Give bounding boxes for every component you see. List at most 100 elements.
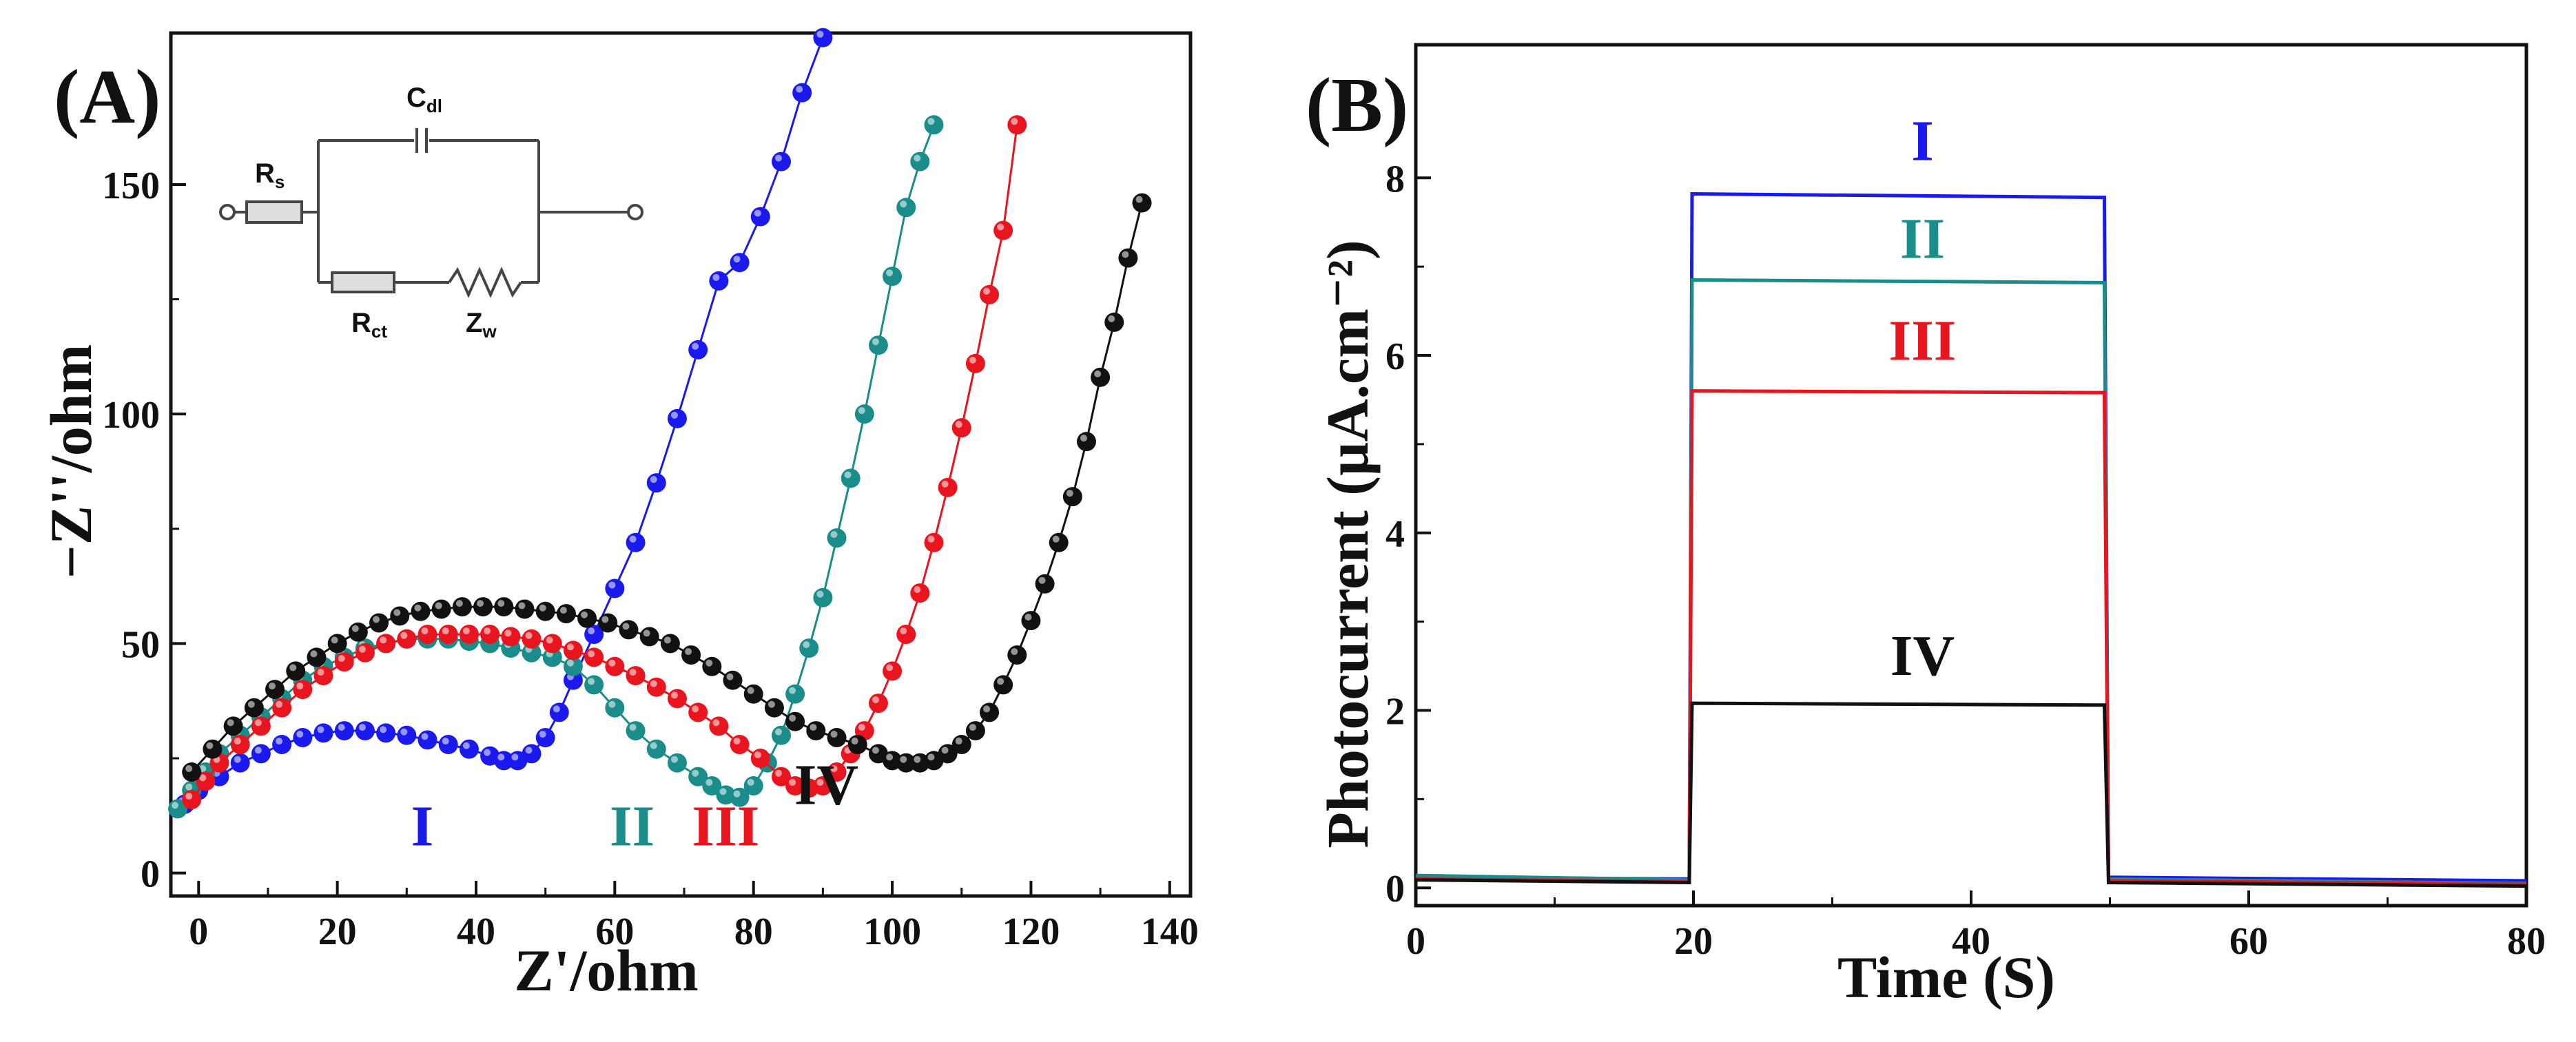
panel-a-data-point-highlight — [997, 223, 1004, 231]
panel-a-data-point-iii — [313, 666, 333, 686]
panel-a-data-point-iv — [1049, 532, 1069, 552]
panel-b-label: (B) — [1306, 63, 1408, 148]
panel-a-data-point-highlight — [629, 535, 637, 543]
panel-a-data-point-highlight — [358, 645, 366, 653]
panel-a-data-point-i — [709, 271, 729, 291]
panel-a-series-label-ii: II — [610, 795, 655, 859]
panel-a-data-point-highlight — [234, 738, 241, 745]
panel-a-data-point-highlight — [692, 769, 699, 777]
circuit-terminal-left — [219, 204, 236, 220]
panel-a-data-point-iv — [327, 634, 347, 654]
panel-a-data-point-iv — [411, 601, 431, 621]
panel-a-data-point-highlight — [421, 733, 429, 740]
panel-a-data-point-highlight — [317, 726, 324, 733]
panel-a-data-point-ii — [626, 721, 646, 741]
panel-a-data-point-iv — [723, 670, 743, 690]
panel-b-y-tick-label: 0 — [1385, 868, 1405, 910]
panel-a-data-point-ii — [667, 753, 687, 773]
panel-b-y-tick-label: 8 — [1385, 158, 1405, 200]
panel-a-data-point-highlight — [421, 627, 429, 635]
panel-a-data-point-iii — [542, 634, 562, 654]
panel-a-data-point-highlight — [747, 779, 754, 786]
panel-a-data-point-highlight — [1011, 118, 1018, 125]
panel-a-data-point-highlight — [511, 753, 519, 761]
panel-a-data-point-highlight — [608, 659, 616, 667]
panel-a-data-point-i — [459, 739, 479, 759]
panel-b-series-line-i — [1415, 191, 2527, 883]
panel-a-x-tick-label: 60 — [595, 910, 634, 953]
panel-a-data-point-highlight — [789, 714, 796, 722]
panel-a-data-point-highlight — [462, 742, 470, 749]
panel-a-data-point-highlight — [254, 747, 262, 754]
panel-a-data-point-highlight — [338, 724, 345, 731]
panel-b-series-label-i: I — [1911, 110, 1934, 174]
panel-a-data-point-highlight — [774, 154, 782, 162]
panel-a-data-point-highlight — [380, 636, 387, 644]
panel-a-data-point-highlight — [608, 581, 616, 589]
panel-a-data-point-highlight — [886, 753, 894, 761]
panel-a-data-point-ii — [896, 198, 916, 218]
panel-a-series-label-i: I — [411, 795, 434, 859]
panel-a-data-point-iv — [598, 613, 618, 633]
panel-a-data-point-ii — [841, 468, 861, 488]
panel-a-data-point-highlight — [719, 788, 727, 795]
panel-a-data-point-i — [688, 340, 708, 360]
panel-a-data-point-iv — [980, 702, 1000, 722]
panel-a-data-point-highlight — [650, 476, 657, 483]
panel-a-data-point-iii — [646, 677, 666, 697]
panel-a-data-point-highlight — [670, 691, 678, 699]
panel-a-y-axis-title: −Z''/ohm — [38, 344, 104, 579]
panel-a-data-point-highlight — [269, 682, 276, 690]
panel-a-data-point-highlight — [331, 636, 338, 644]
panel-a-data-point-iii — [418, 625, 437, 645]
panel-a-data-point-i — [522, 744, 542, 764]
panel-a-data-point-i — [535, 728, 555, 748]
panel-a-data-point-highlight — [712, 273, 720, 281]
panel-a-data-point-highlight — [276, 700, 283, 708]
panel-a-data-point-iii — [993, 220, 1013, 240]
panel-b-x-tick-label: 60 — [2229, 920, 2268, 963]
panel-a-data-point-highlight — [663, 636, 671, 644]
panel-a-data-point-highlight — [914, 154, 921, 162]
panel-a-data-point-iv — [1118, 248, 1138, 268]
panel-b-x-tick-labels: 0 20 40 60 80 — [1406, 920, 2546, 963]
panel-a-data-point-iv — [785, 711, 805, 731]
panel-a-data-point-iii — [182, 790, 202, 810]
panel-a-data-point-highlight — [525, 747, 533, 754]
panel-a-data-point-highlight — [650, 742, 657, 749]
panel-a-data-point-highlight — [462, 627, 470, 635]
panel-a-data-point-highlight — [789, 687, 796, 694]
panel-a-data-point-iii — [522, 629, 542, 649]
panel-a-data-point-highlight — [803, 641, 810, 649]
panel-a-data-point-highlight — [955, 421, 962, 428]
panel-a-data-point-iv — [702, 656, 722, 676]
panel-a-data-point-highlight — [588, 650, 595, 658]
resistor-rs — [245, 200, 303, 224]
inset-label-cdl: Cdl — [406, 83, 442, 116]
panel-a-data-point-highlight — [858, 724, 865, 731]
panel-a-data-point-highlight — [816, 779, 824, 786]
panel-a-data-point-ii — [771, 725, 791, 745]
inset-label-rs: Rs — [255, 158, 285, 192]
panel-a-x-tick-label: 140 — [1141, 910, 1199, 953]
panel-a-data-point-highlight — [622, 623, 630, 630]
panel-a-data-point-highlight — [670, 756, 678, 763]
panel-a-data-point-highlight — [774, 769, 782, 777]
panel-a-data-point-highlight — [185, 765, 193, 773]
panel-a-data-point-highlight — [914, 586, 921, 594]
panel-a-data-point-highlight — [1108, 315, 1115, 322]
panel-a-data-point-highlight — [830, 531, 838, 539]
panel-a-data-point-highlight — [747, 687, 754, 694]
panel-a-data-point-highlight — [803, 781, 810, 789]
panel-a-data-point-highlight — [581, 611, 588, 618]
panel-a-data-point-iii — [896, 625, 916, 645]
panel-a-x-tick-label: 20 — [318, 910, 357, 953]
panel-a-data-point-iii — [709, 716, 729, 736]
panel-a-data-point-highlight — [733, 738, 741, 745]
panel-a-data-point-iv — [348, 622, 368, 642]
panel-a-data-point-iv — [619, 620, 639, 640]
panel-a-data-point-ii — [868, 335, 888, 355]
panel-a-data-point-iv — [182, 762, 202, 782]
panel-a-data-point-iv — [1007, 645, 1027, 665]
